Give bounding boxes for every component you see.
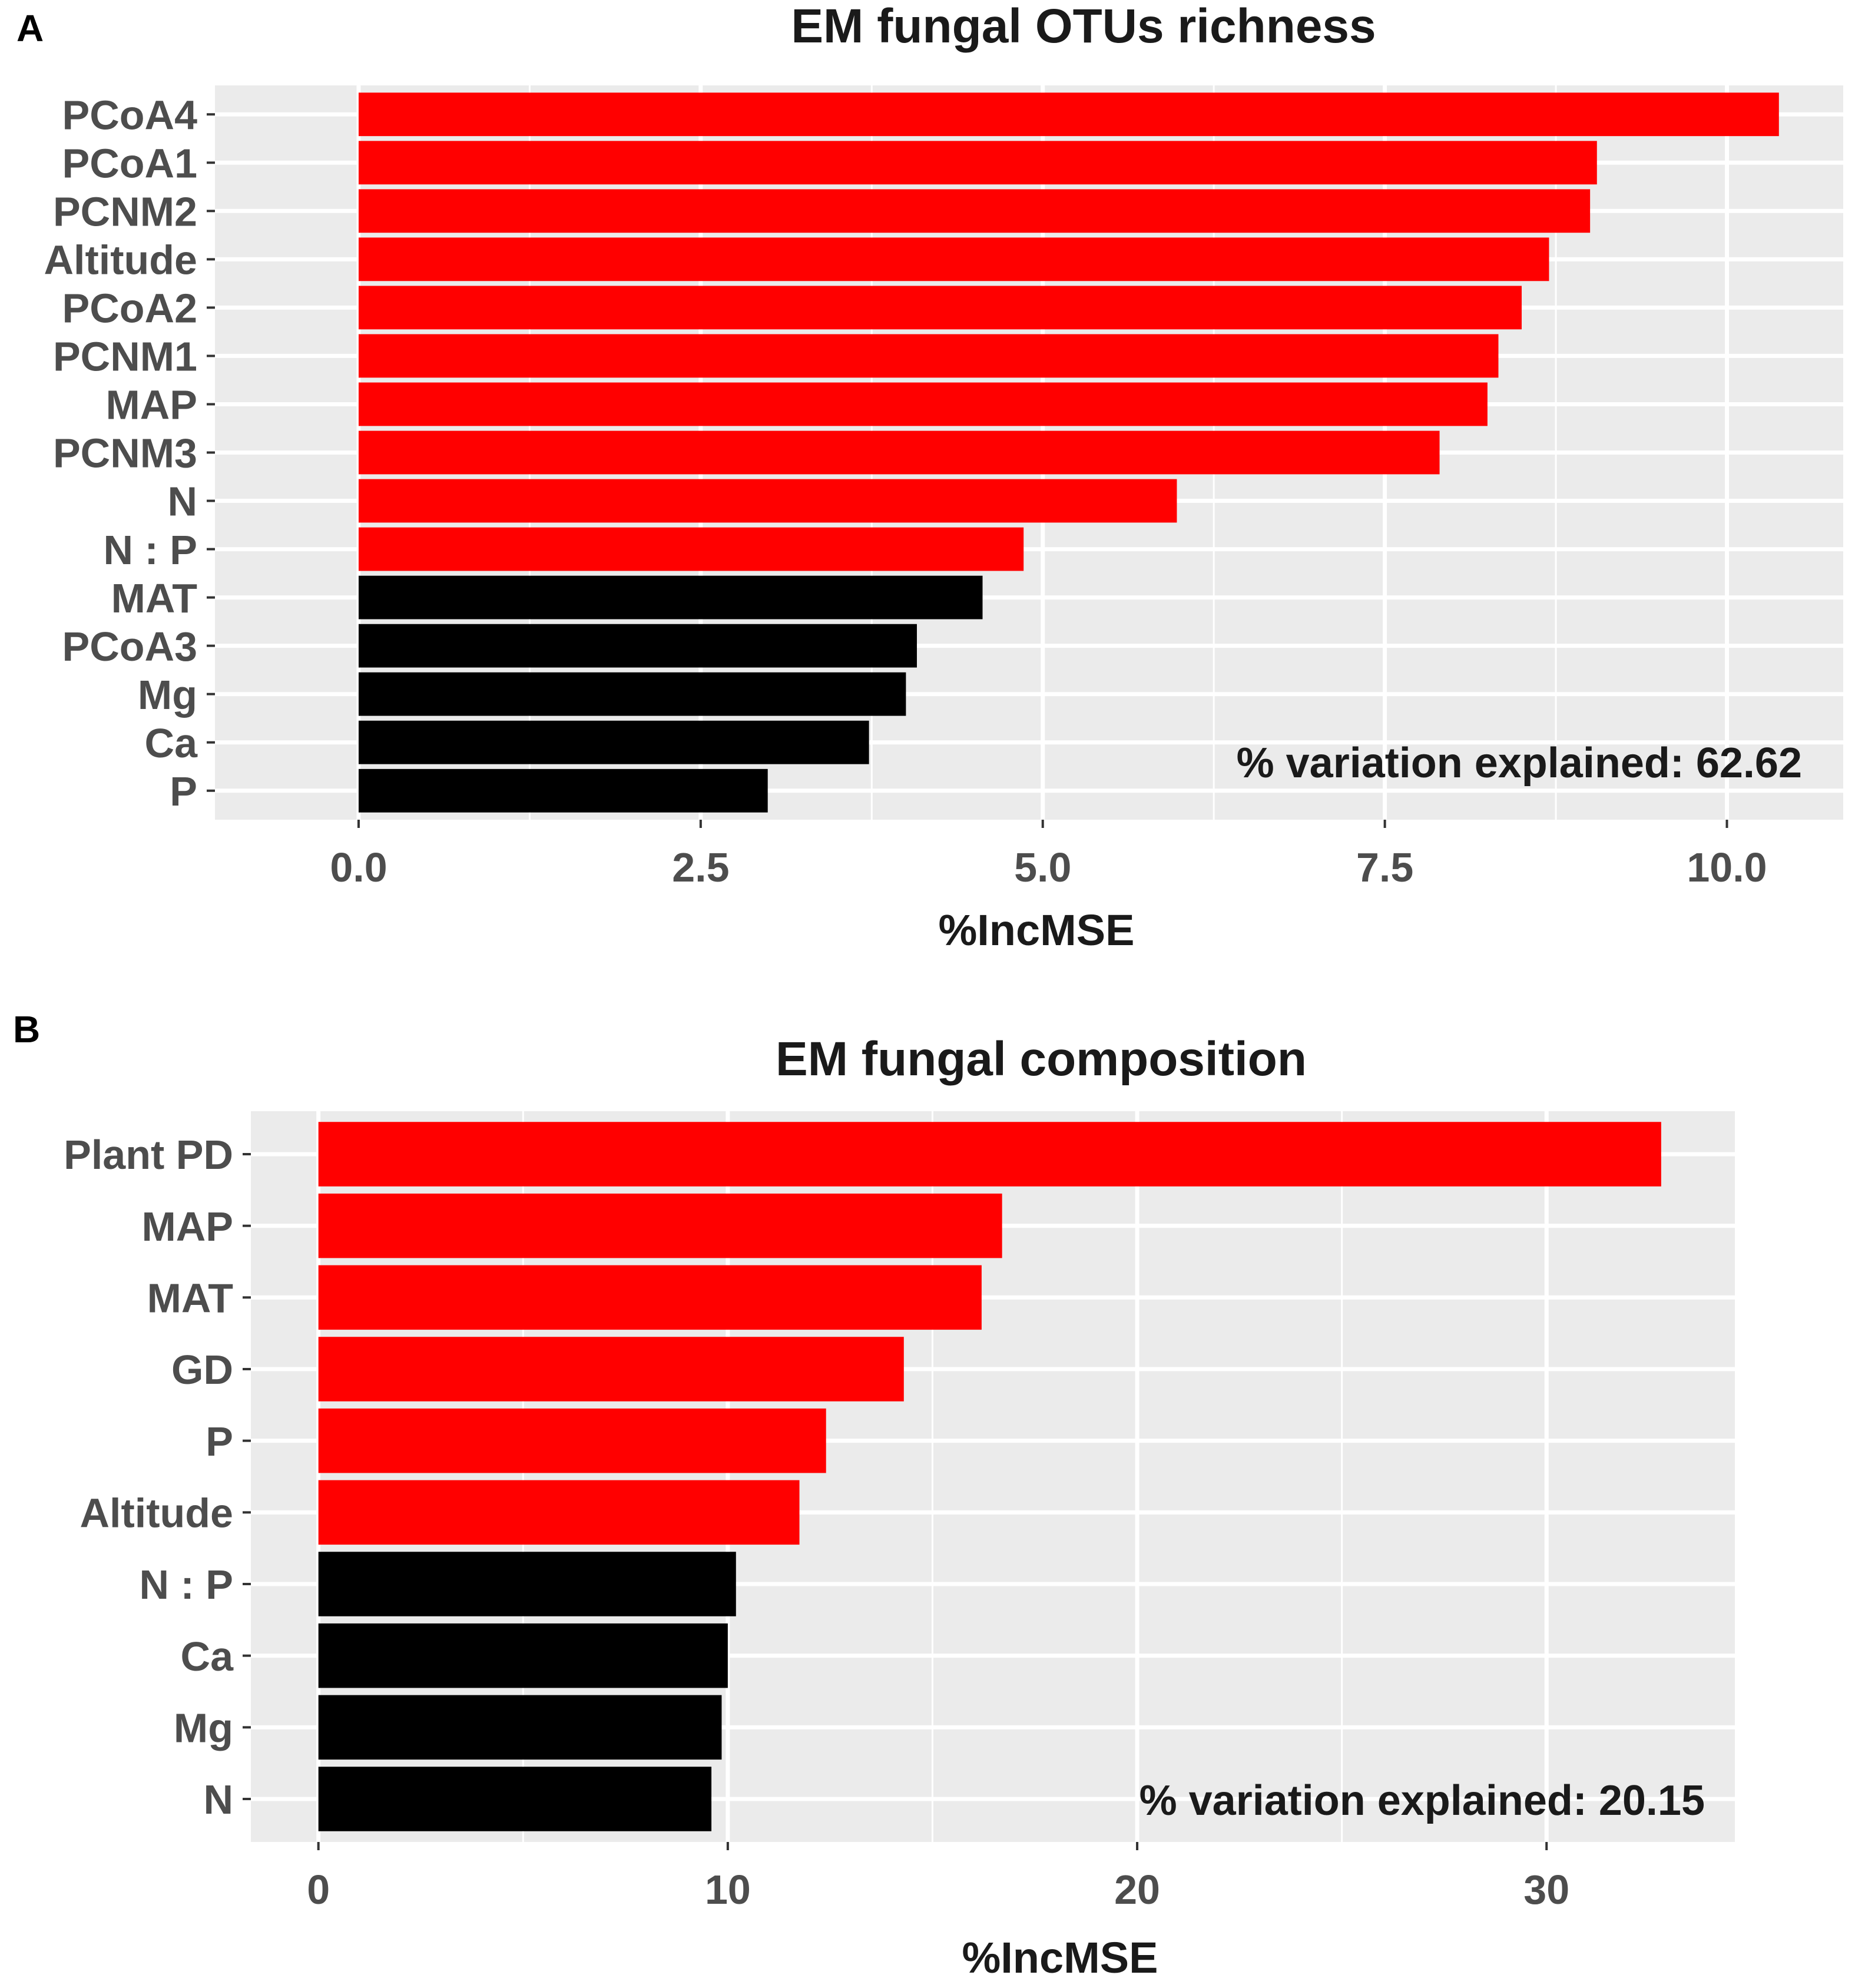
- x-tick-label: 10: [705, 1867, 751, 1913]
- bar-pcnm1: [358, 334, 1499, 378]
- category-label: Altitude: [80, 1490, 233, 1536]
- x-tick-label: 0.0: [330, 844, 387, 890]
- category-label: Plant PD: [64, 1132, 233, 1178]
- category-label: N: [203, 1777, 233, 1823]
- category-label: PCoA3: [62, 624, 197, 670]
- panel-label-b: B: [13, 1008, 40, 1051]
- category-label: PCNM1: [53, 334, 197, 380]
- category-label: PCoA2: [62, 286, 197, 332]
- bar-altitude: [358, 237, 1549, 281]
- x-tick-label: 2.5: [672, 844, 729, 890]
- x-axis-label-a: %IncMSE: [938, 906, 1134, 955]
- category-label: P: [170, 768, 197, 814]
- bar-n-p: [318, 1552, 736, 1616]
- x-tick-label: 10.0: [1687, 844, 1767, 890]
- category-labels-a: PCoA4PCoA1PCNM2AltitudePCoA2PCNM1MAPPCNM…: [44, 92, 215, 814]
- x-tick-label: 5.0: [1014, 844, 1071, 890]
- category-label: Ca: [145, 720, 198, 766]
- panel-a: A EM fungal OTUs richness PCoA4PCoA1PCNM…: [16, 0, 1843, 955]
- bar-pcnm3: [358, 430, 1440, 475]
- category-label: MAP: [105, 382, 197, 428]
- bar-mat: [318, 1265, 982, 1330]
- category-label: P: [206, 1419, 233, 1465]
- category-label: PCNM3: [53, 430, 197, 476]
- x-axis-label-b: %IncMSE: [962, 1933, 1158, 1982]
- x-tick-label: 30: [1523, 1867, 1569, 1913]
- category-label: MAP: [141, 1204, 233, 1250]
- bar-pcoa4: [358, 92, 1779, 137]
- x-ticks-b: 0 10 20 30: [307, 1842, 1569, 1913]
- bar-pcnm2: [358, 189, 1591, 233]
- category-label: PCNM2: [53, 189, 197, 235]
- chart-title-b: EM fungal composition: [776, 1032, 1307, 1086]
- category-label: GD: [171, 1347, 233, 1393]
- panel-b: B EM fungal composition Plant PD MAP MAT GD…: [13, 1008, 1735, 1982]
- category-label: N: [167, 479, 197, 525]
- category-label: N : P: [104, 527, 197, 573]
- variation-explained-b: % variation explained: 20.15: [1140, 1777, 1705, 1824]
- bar-mg: [358, 672, 906, 716]
- category-label: Mg: [174, 1705, 233, 1751]
- bar-n: [318, 1767, 712, 1831]
- bar-n: [358, 479, 1177, 523]
- bars-b: [318, 1122, 1661, 1831]
- x-ticks-a: 0.0 2.5 5.0 7.5 10.0: [330, 820, 1767, 890]
- bar-gd: [318, 1337, 904, 1401]
- category-label: MAT: [111, 575, 197, 621]
- category-label: PCoA1: [62, 140, 197, 186]
- bar-pcoa3: [358, 624, 917, 668]
- bar-ca: [358, 720, 869, 764]
- bar-map: [318, 1193, 1002, 1258]
- category-label: Ca: [181, 1634, 234, 1679]
- variation-explained-a: % variation explained: 62.62: [1237, 740, 1802, 787]
- bars-a: [358, 92, 1779, 813]
- x-tick-label: 0: [307, 1867, 330, 1913]
- bar-altitude: [318, 1480, 800, 1545]
- bar-mat: [358, 575, 983, 619]
- bar-map: [358, 382, 1488, 426]
- bar-pcoa2: [358, 286, 1522, 330]
- category-label: MAT: [147, 1275, 233, 1321]
- bar-pcoa1: [358, 141, 1597, 185]
- bar-mg: [318, 1695, 722, 1760]
- bar-n-p: [358, 527, 1024, 571]
- category-label: Mg: [138, 672, 197, 718]
- category-labels-b: Plant PD MAP MAT GD P Altitude N : P Ca Mg N: [64, 1132, 251, 1823]
- bar-plant-pd: [318, 1122, 1661, 1187]
- x-tick-label: 20: [1114, 1867, 1160, 1913]
- panel-label-a: A: [16, 7, 44, 49]
- bar-p: [358, 768, 768, 813]
- category-label: PCoA4: [62, 92, 198, 138]
- category-label: Altitude: [44, 237, 197, 283]
- chart-title-a: EM fungal OTUs richness: [791, 0, 1376, 53]
- bar-ca: [318, 1623, 728, 1688]
- bar-p: [318, 1408, 826, 1473]
- x-tick-label: 7.5: [1356, 844, 1413, 890]
- category-label: N : P: [140, 1562, 233, 1608]
